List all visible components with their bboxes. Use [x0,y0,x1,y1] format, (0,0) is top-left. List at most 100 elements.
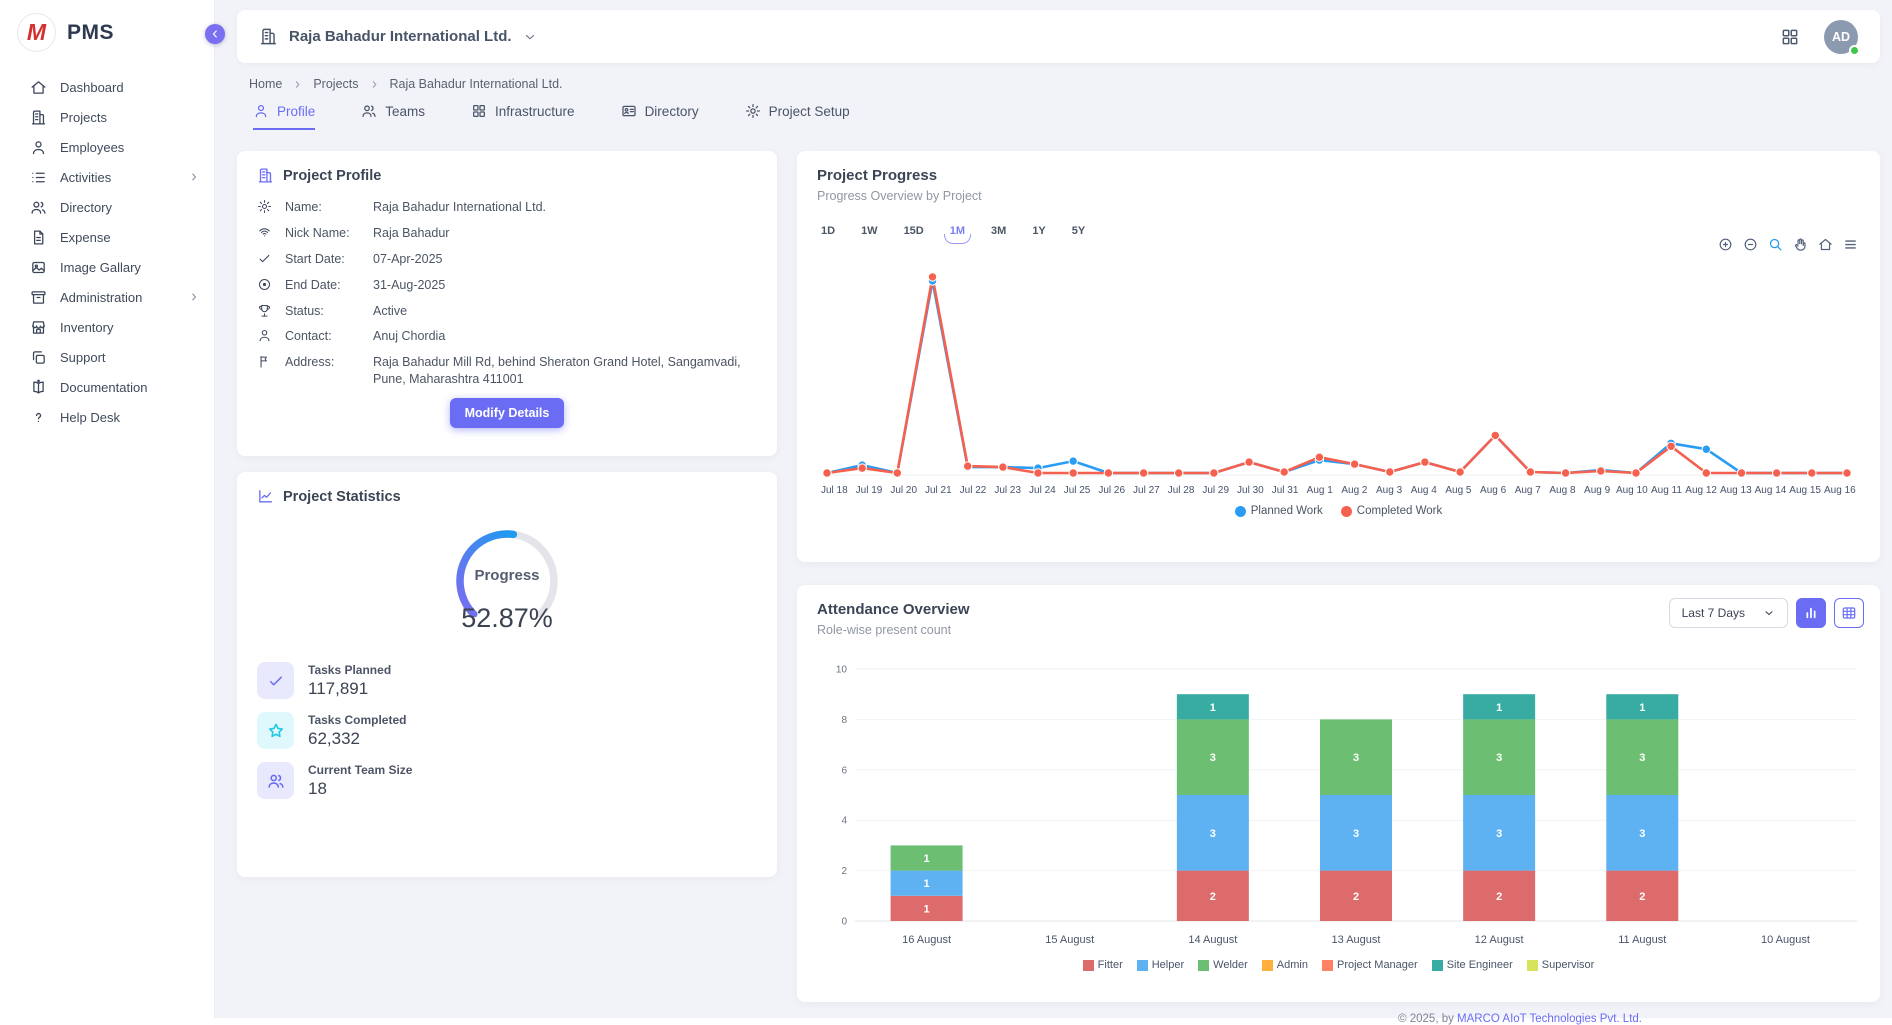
building-icon [257,167,274,184]
toolbar-home-button[interactable] [1818,237,1833,252]
image-icon [30,259,47,276]
svg-text:3: 3 [1210,828,1216,840]
menu-icon [1843,237,1858,252]
users-icon [30,199,47,216]
stats-card-title: Project Statistics [283,489,401,505]
legend-welder[interactable]: Welder [1198,959,1248,971]
profile-field-end-date: End Date:31-Aug-2025 [257,277,757,294]
sidebar-item-support[interactable]: Support [0,342,214,372]
range-1y[interactable]: 1Y [1032,225,1045,237]
chevron-down-icon [1763,607,1775,619]
field-label: Contact: [285,328,373,345]
svg-text:8: 8 [841,715,847,726]
store-icon [30,319,47,336]
legend-project-manager[interactable]: Project Manager [1322,959,1418,971]
chevron-right-icon [188,291,200,303]
toolbar-zoom-sel-button[interactable] [1768,237,1783,252]
svg-text:0: 0 [841,917,847,928]
sidebar-item-dashboard[interactable]: Dashboard [0,72,214,102]
sidebar-collapse-button[interactable] [205,24,225,44]
sidebar-item-administration[interactable]: Administration [0,282,214,312]
footer-company-link[interactable]: MARCO AIoT Technologies Pvt. Ltd. [1457,1013,1642,1025]
sidebar-item-image-gallary[interactable]: Image Gallary [0,252,214,282]
sidebar-item-inventory[interactable]: Inventory [0,312,214,342]
x-tick-label: Aug 4 [1406,485,1441,496]
sidebar-item-projects[interactable]: Projects [0,102,214,132]
x-tick-label: Aug 5 [1441,485,1476,496]
sidebar-item-directory[interactable]: Directory [0,192,214,222]
svg-text:4: 4 [841,816,847,827]
sidebar-item-label: Dashboard [60,80,124,95]
hand-icon [1793,237,1808,252]
toolbar-zoom-out-button[interactable] [1743,237,1758,252]
building-icon [259,27,278,46]
x-tick-label: Aug 8 [1545,485,1580,496]
legend-swatch [1322,960,1333,971]
svg-text:6: 6 [841,765,847,776]
zoom-in-icon [1718,237,1733,252]
profile-field-nick-name: Nick Name:Raja Bahadur [257,225,757,242]
breadcrumb-link-home[interactable]: Home [249,77,282,91]
svg-text:2: 2 [1639,891,1645,903]
x-tick-label: Aug 9 [1580,485,1615,496]
tab-project-setup[interactable]: Project Setup [745,103,850,130]
toolbar-hand-button[interactable] [1793,237,1808,252]
avatar[interactable]: AD [1824,20,1858,54]
field-value: 31-Aug-2025 [373,277,757,294]
legend-planned-work[interactable]: Planned Work [1235,505,1323,517]
sidebar-item-documentation[interactable]: Documentation [0,372,214,402]
tab-infrastructure[interactable]: Infrastructure [471,103,575,130]
svg-text:2: 2 [1496,891,1502,903]
legend-label: Completed Work [1357,505,1442,517]
range-3m[interactable]: 3M [991,225,1006,237]
company-selector[interactable]: Raja Bahadur International Ltd. [259,27,537,46]
legend-site-engineer[interactable]: Site Engineer [1432,959,1513,971]
field-value: Raja Bahadur Mill Rd, behind Sheraton Gr… [373,354,757,388]
tab-profile[interactable]: Profile [253,103,315,130]
users-icon [267,772,285,790]
home-icon [30,79,47,96]
sidebar-item-employees[interactable]: Employees [0,132,214,162]
bar-view-button[interactable] [1796,598,1826,628]
user-icon [253,103,269,119]
sidebar-item-help-desk[interactable]: Help Desk [0,402,214,432]
book-icon [30,379,47,396]
legend-fitter[interactable]: Fitter [1083,959,1123,971]
sidebar-item-label: Documentation [60,380,147,395]
svg-text:3: 3 [1496,828,1502,840]
bar-chart-svg: 024681011116 August15 August233114 Augus… [817,663,1862,955]
flag-icon [257,354,272,369]
svg-text:2: 2 [841,866,847,877]
modify-details-button[interactable]: Modify Details [450,398,565,428]
svg-text:1: 1 [1496,702,1502,714]
range-5y[interactable]: 5Y [1072,225,1085,237]
toolbar-zoom-in-button[interactable] [1718,237,1733,252]
tab-teams[interactable]: Teams [361,103,425,130]
apps-grid-button[interactable] [1780,27,1800,47]
sidebar-item-expense[interactable]: Expense [0,222,214,252]
legend-completed-work[interactable]: Completed Work [1341,505,1442,517]
svg-text:3: 3 [1496,752,1502,764]
range-1m[interactable]: 1M [950,225,965,237]
svg-text:3: 3 [1210,752,1216,764]
tab-directory[interactable]: Directory [621,103,699,130]
range-1w[interactable]: 1W [861,225,878,237]
breadcrumb-link-projects[interactable]: Projects [313,77,358,91]
legend-admin[interactable]: Admin [1262,959,1308,971]
legend-label: Project Manager [1337,959,1418,971]
stat-value: 18 [308,779,412,799]
legend-helper[interactable]: Helper [1137,959,1184,971]
project-statistics-card: Project Statistics Progress 52.87% Tasks… [237,472,777,877]
chart-line-icon [257,488,274,505]
sidebar-item-activities[interactable]: Activities [0,162,214,192]
x-tick-label: Jul 26 [1094,485,1129,496]
building-icon [259,27,278,46]
brand-logo[interactable]: M PMS [0,0,214,62]
table-view-button[interactable] [1834,598,1864,628]
date-range-select[interactable]: Last 7 Days [1669,598,1788,628]
range-15d[interactable]: 15D [904,225,924,237]
range-1d[interactable]: 1D [821,225,835,237]
toolbar-menu-button[interactable] [1843,237,1858,252]
legend-supervisor[interactable]: Supervisor [1527,959,1595,971]
gear-icon [257,199,272,214]
